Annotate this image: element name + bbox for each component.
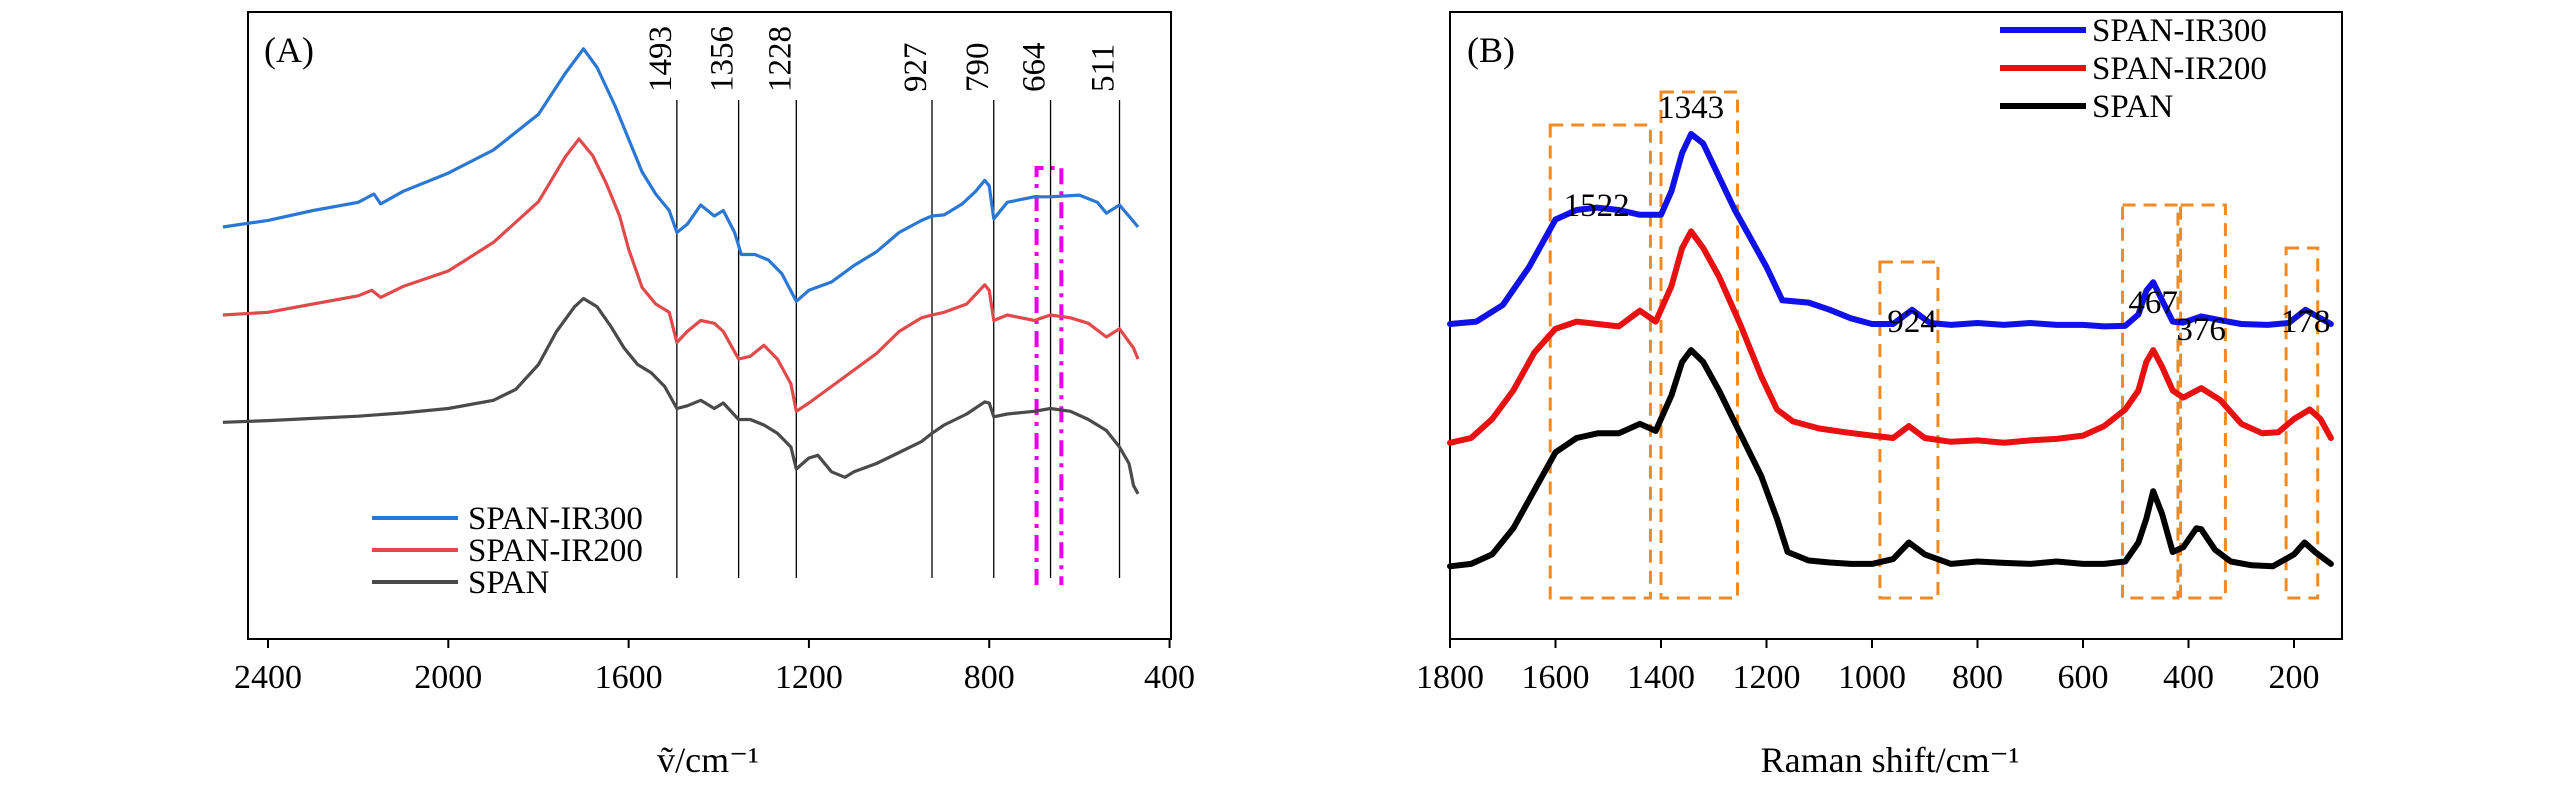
panel-b-xtick-label: 1800 [1416,659,1484,696]
panel-a-reference-label: 927 [898,43,934,93]
panel-b-peak-label: 1343 [1658,90,1724,126]
panel-a-xtick-label: 2400 [234,659,302,696]
panel-a-series-span-ir300 [222,47,1140,303]
panel-b-xtick-label: 1200 [1733,659,1801,696]
panel-b-highlight-box [1548,123,1652,600]
panel-b-peak-label: 924 [1887,304,1937,340]
panel-a-reference-label: 1228 [762,26,798,92]
panel-b-peak-label: 376 [2176,312,2226,348]
panel-b-legend-label: SPAN-IR300 [2092,13,2267,49]
panel-b-xtick-label: 1000 [1838,659,1906,696]
panel-a-label: (A) [264,30,314,70]
panel-a-reference-label: 664 [1017,43,1053,93]
panel-a-reference-label: 790 [960,43,996,93]
panel-b-xtick-label: 1400 [1627,659,1695,696]
panel-b-series-span-ir300 [1447,131,2334,330]
panel-a-xtick-label: 400 [1144,659,1195,696]
panel-b-xtick-label: 800 [1952,659,2003,696]
panel-a-chart: (A) 1493 1356 1228 927 790 664 511 2400 2000 160… [222,11,1195,780]
panel-b-highlight-box [1878,260,1940,600]
panel-a-legend-label: SPAN-IR300 [468,501,643,537]
panel-b-peak-label: 178 [2281,304,2331,340]
panel-b-legend-label: SPAN [2092,89,2174,125]
panel-a-frame [247,11,1172,640]
panel-b-highlight-box [1659,90,1739,600]
panel-a-reference-label: 1493 [643,26,679,92]
panel-a-reference-label: 511 [1086,44,1122,92]
panel-b-series-span [1447,347,2334,570]
panel-a-xtick-label: 800 [964,659,1015,696]
panel-b-legend-label: SPAN-IR200 [2092,51,2267,87]
panel-a-series-span [222,296,1140,495]
panel-a-series-span-ir200 [222,137,1140,413]
panel-b-peak-label: 1522 [1564,188,1630,224]
panel-b-xtick-label: 600 [2058,659,2109,696]
panel-a-reference-label: 1356 [705,26,741,92]
panel-b-highlight-box [2121,203,2180,600]
panel-a-xlabel: ṽ/cm⁻¹ [657,740,759,780]
panel-b-xtick-label: 200 [2269,659,2320,696]
panel-a-xtick-label: 2000 [414,659,482,696]
panel-a-legend-label: SPAN-IR200 [468,533,643,569]
panel-b-xtick-label: 1600 [1522,659,1590,696]
panel-a-xtick-label: 1600 [595,659,663,696]
panel-b-peak-label: 467 [2128,285,2178,321]
panel-b-xtick-label: 400 [2163,659,2214,696]
panel-a-xtick-label: 1200 [775,659,843,696]
panel-b-xlabel: Raman shift/cm⁻¹ [1761,740,2020,780]
panel-b-series-span-ir200 [1447,228,2334,446]
panel-a-legend-label: SPAN [468,565,550,601]
panel-a-highlight-bracket [1034,166,1064,585]
panel-b-label: (B) [1467,30,1515,70]
